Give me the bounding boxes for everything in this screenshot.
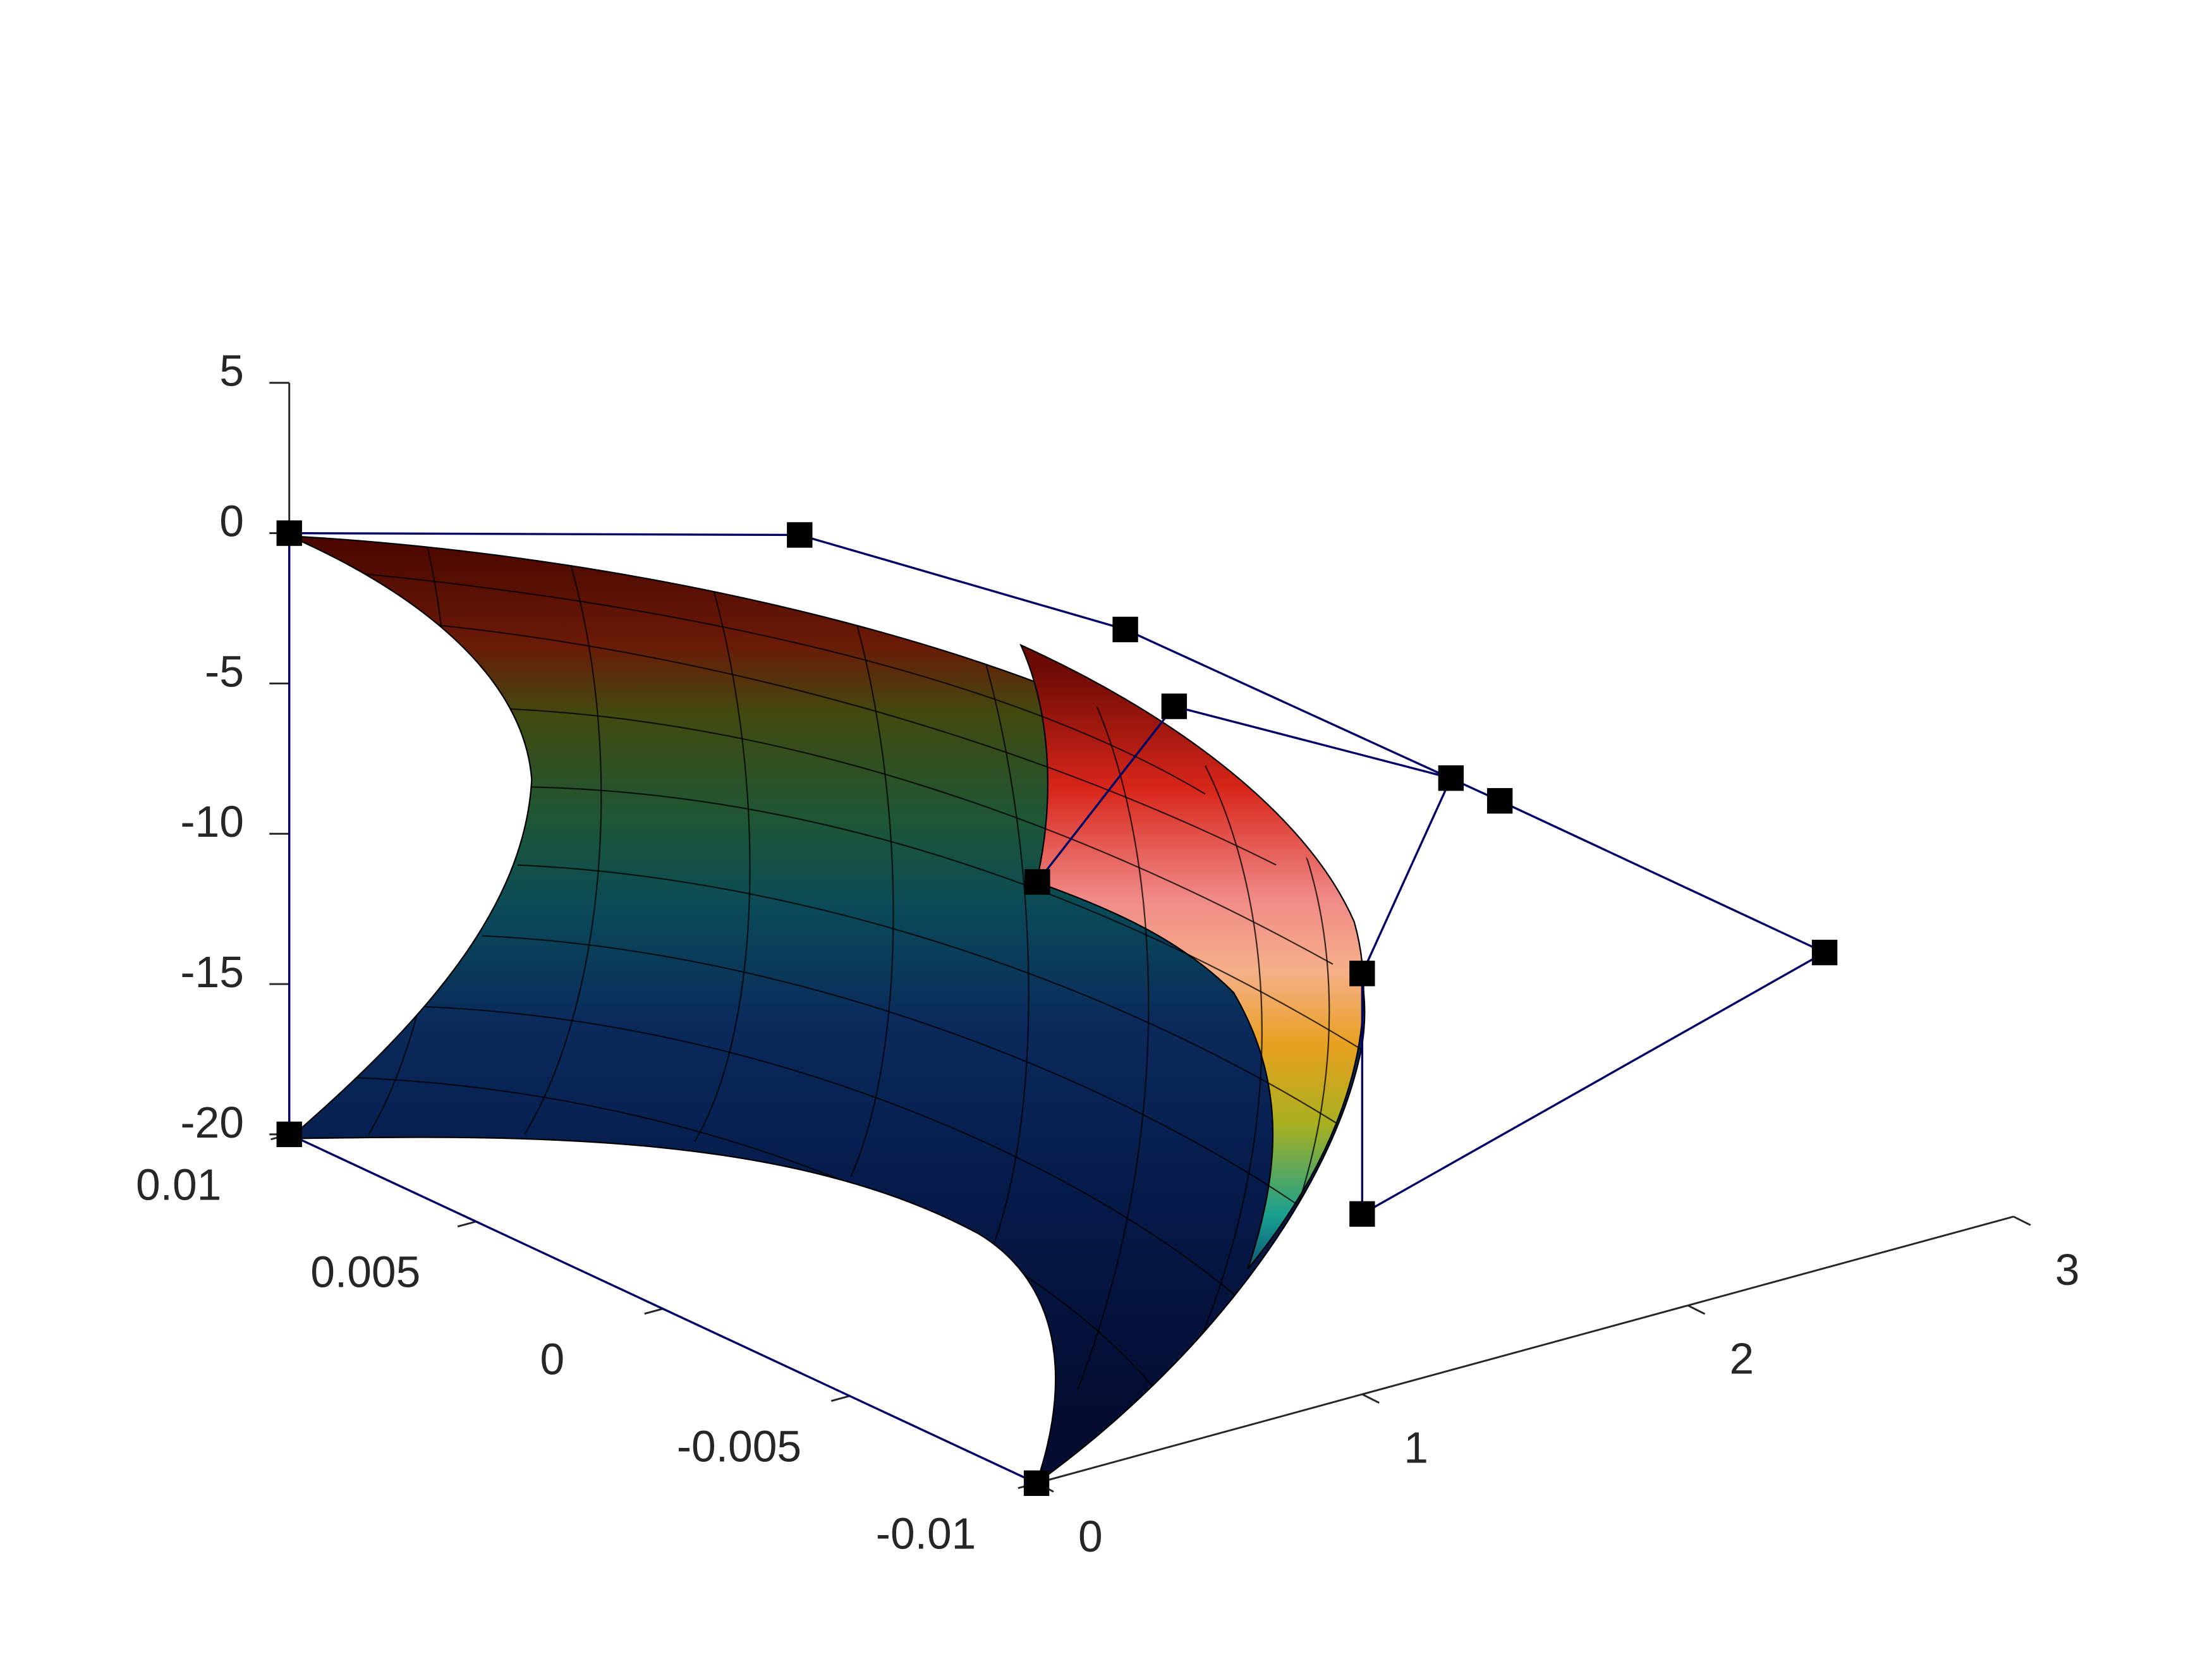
y-tick-label: -0.005 [677,1421,801,1471]
y-tick-label: 0 [540,1334,565,1383]
x-tick-label: 0 [1078,1512,1103,1561]
control-point [1811,939,1838,966]
z-tick-label: -20 [180,1098,244,1147]
z-tick-label: -15 [180,947,244,997]
surface-patch [287,535,1366,1485]
y-tick-label: 0.005 [310,1247,420,1296]
control-point [787,522,813,548]
x-tick [1687,1304,1706,1315]
control-point [1486,787,1513,814]
control-point [1349,1201,1375,1227]
x-tick [2013,1215,2031,1226]
x-axis [1036,1215,2014,1485]
x-tick-label: 1 [1404,1423,1428,1472]
x-tick-label: 2 [1730,1334,1754,1383]
y-tick [457,1220,477,1228]
control-point [1112,616,1138,643]
z-tick-label: 0 [219,497,244,546]
y-tick-label: 0.01 [136,1160,221,1210]
z-tick-label: -10 [180,797,244,846]
control-point [1024,869,1050,895]
control-point [276,1121,302,1148]
surface [287,535,1366,1485]
control-point [1349,961,1375,987]
y-tick-label: -0.01 [876,1509,976,1558]
z-tick-label: -5 [205,647,244,696]
control-point [1023,1470,1050,1496]
control-point [1161,693,1188,719]
y-tick [830,1395,850,1402]
control-point [276,520,302,546]
y-tick [644,1308,664,1315]
x-tick-label: 3 [2055,1245,2080,1294]
z-tick-label: 5 [219,346,244,396]
control-point [1438,765,1464,791]
x-tick [1361,1393,1380,1404]
control-net [288,532,1827,1485]
